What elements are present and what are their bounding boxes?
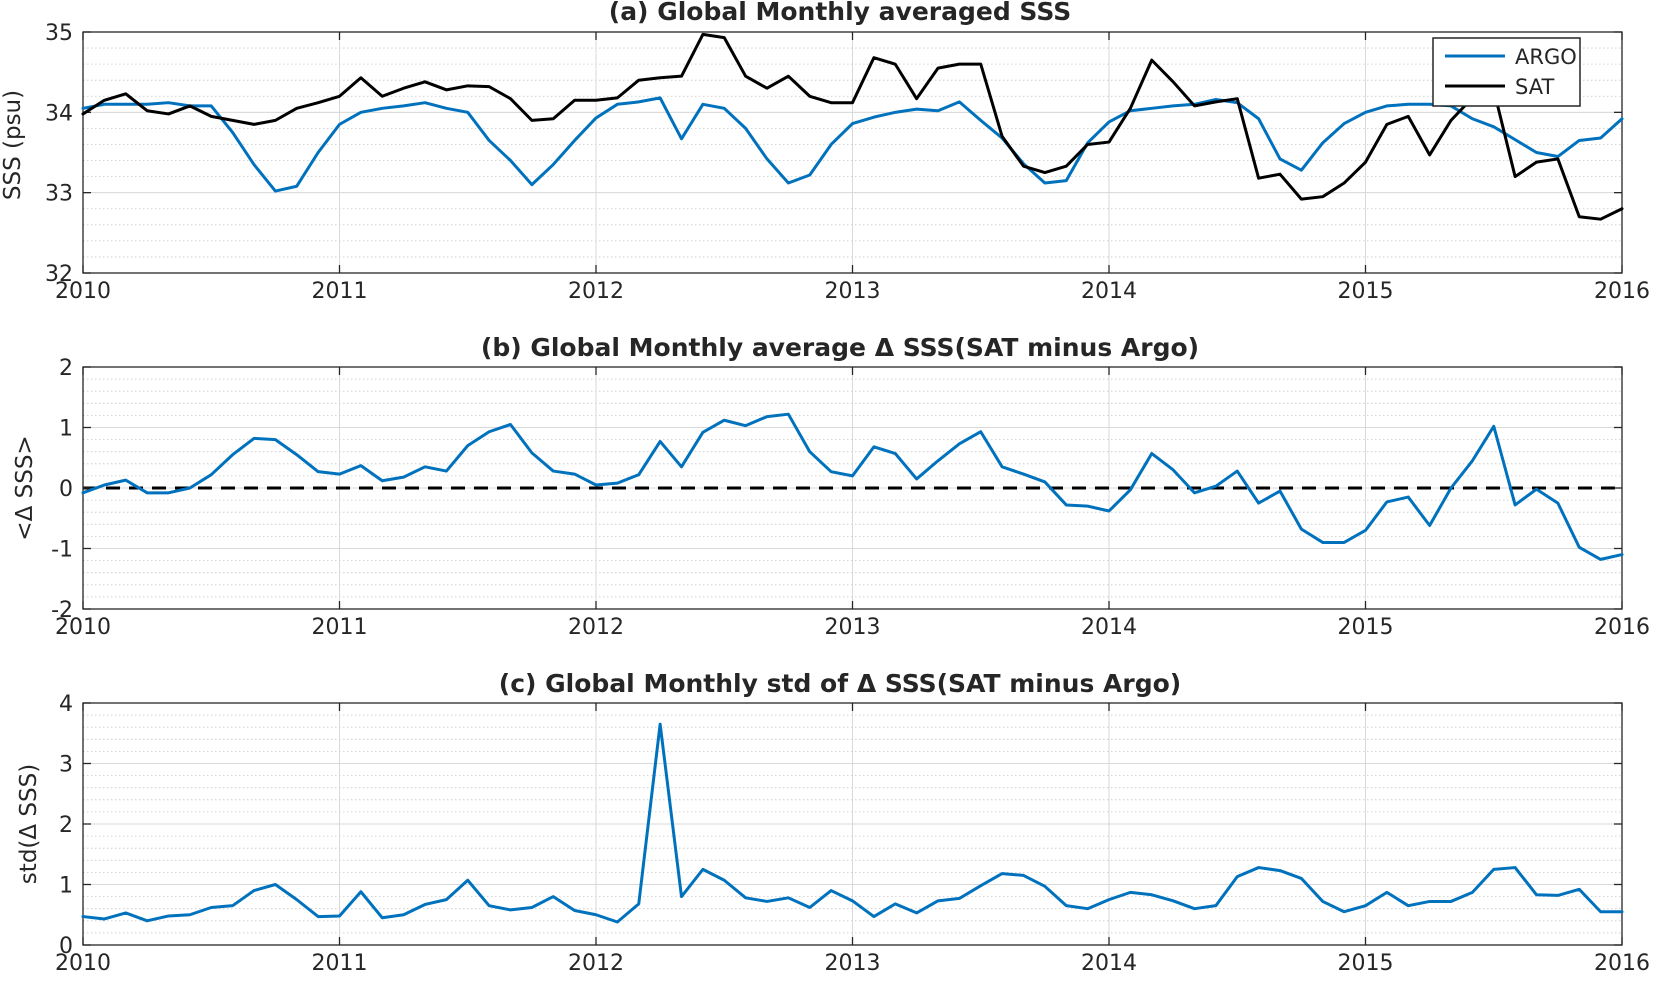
panel-a-title: (a) Global Monthly averaged SSS (609, 0, 1071, 26)
panel-c-plot: 2010 2011 2012 2013 2014 2015 2016 0 1 2 3 4 (55, 692, 1650, 976)
panel-c-ylabel: std(Δ SSS) (16, 764, 42, 884)
series-line-series-0 (81, 412, 1624, 561)
y-tick-label: 2 (59, 813, 73, 838)
x-tick-label: 2013 (825, 615, 881, 640)
y-tick-label: 34 (45, 101, 73, 126)
x-tick-label: 2010 (55, 951, 111, 976)
x-tick-label: 2012 (568, 951, 624, 976)
y-tick-label: -1 (51, 538, 73, 563)
x-tick-label: 2016 (1594, 951, 1650, 976)
y-tick-label: 0 (59, 477, 73, 502)
x-tick-label: 2013 (825, 279, 881, 304)
panel-b-plot: 2010 2011 2012 2013 2014 2015 2016 -2 -1 0 1 2 (51, 356, 1650, 640)
x-tick-label: 2011 (312, 279, 368, 304)
x-tick-label: 2010 (55, 279, 111, 304)
legend-argo-label: ARGO (1515, 45, 1577, 69)
x-tick-label: 2016 (1594, 279, 1650, 304)
x-tick-label: 2012 (568, 615, 624, 640)
y-tick-label: 4 (59, 692, 73, 717)
x-tick-label: 2015 (1338, 951, 1394, 976)
x-tick-label: 2015 (1338, 615, 1394, 640)
series-line-argo (81, 96, 1624, 193)
x-tick-label: 2011 (312, 951, 368, 976)
legend: ARGO SAT (1432, 37, 1581, 107)
y-tick-label: 33 (45, 182, 73, 207)
panel-a: (a) Global Monthly averaged SSS SSS (psu… (0, 0, 1650, 304)
x-tick-label: 2011 (312, 615, 368, 640)
y-tick-label: 32 (45, 262, 73, 287)
x-tick-label: 2010 (55, 615, 111, 640)
panel-a-ylabel: SSS (psu) (0, 90, 26, 200)
series-line-series-0 (81, 722, 1624, 924)
panel-c: (c) Global Monthly std of Δ SSS(SAT minu… (16, 669, 1650, 976)
x-tick-label: 2015 (1338, 279, 1394, 304)
x-tick-label: 2013 (825, 951, 881, 976)
y-tick-label: 0 (59, 934, 73, 959)
panel-a-plot: 2010 2011 2012 2013 2014 2015 2016 32 33 34 35 (45, 21, 1650, 304)
series-line-sat (81, 32, 1624, 221)
panel-b: (b) Global Monthly average Δ SSS(SAT min… (12, 333, 1650, 640)
legend-sat-label: SAT (1515, 75, 1554, 99)
x-tick-label: 2016 (1594, 615, 1650, 640)
panel-b-title: (b) Global Monthly average Δ SSS(SAT min… (481, 333, 1199, 362)
y-tick-label: 1 (59, 874, 73, 899)
y-tick-label: 2 (59, 356, 73, 381)
panel-c-title: (c) Global Monthly std of Δ SSS(SAT minu… (499, 669, 1181, 698)
x-tick-label: 2014 (1081, 951, 1137, 976)
y-tick-label: -2 (51, 598, 73, 623)
y-tick-label: 1 (59, 417, 73, 442)
x-tick-label: 2014 (1081, 279, 1137, 304)
y-tick-label: 3 (59, 753, 73, 778)
legend-box (1432, 37, 1581, 107)
x-tick-label: 2012 (568, 279, 624, 304)
panel-b-ylabel: <Δ SSS> (12, 435, 38, 540)
y-tick-label: 35 (45, 21, 73, 46)
x-tick-label: 2014 (1081, 615, 1137, 640)
